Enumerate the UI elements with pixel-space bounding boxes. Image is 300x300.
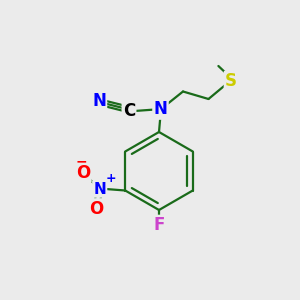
Text: N: N <box>93 182 106 196</box>
Text: N: N <box>154 100 167 118</box>
Text: F: F <box>153 216 165 234</box>
Text: O: O <box>90 200 104 217</box>
Text: O: O <box>76 164 90 181</box>
Text: S: S <box>225 72 237 90</box>
Text: −: − <box>76 154 87 168</box>
Text: C: C <box>123 102 135 120</box>
Text: +: + <box>106 172 116 185</box>
Text: N: N <box>92 92 106 110</box>
